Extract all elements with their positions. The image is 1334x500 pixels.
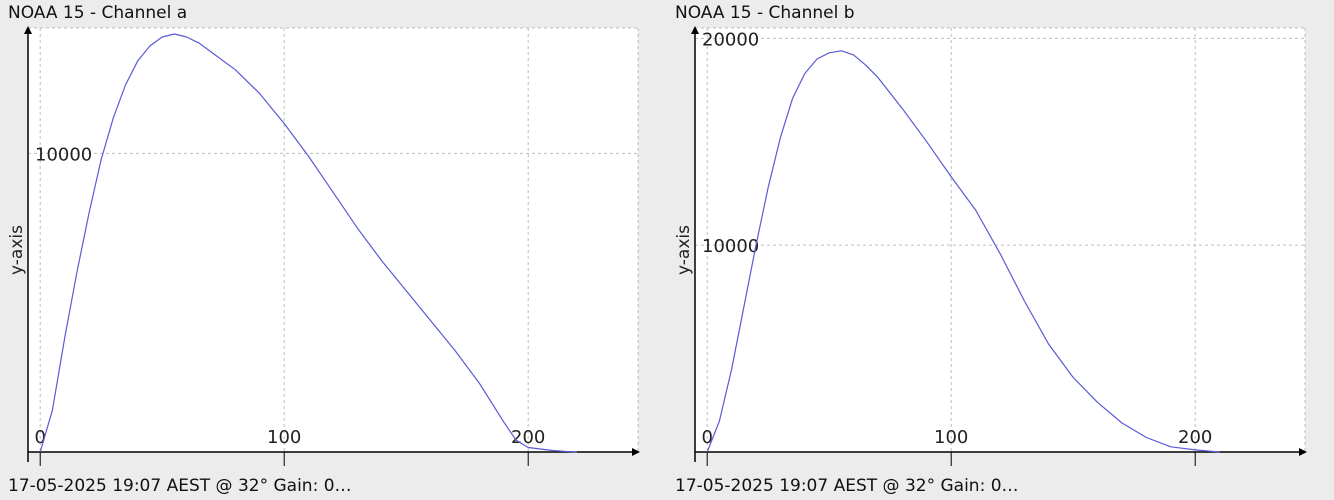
x-tick-label: 100 [934, 427, 968, 448]
channel-b-footer: 17-05-2025 19:07 AEST @ 32° Gain: 0… [675, 476, 1019, 496]
channel-b-title: NOAA 15 - Channel b [675, 3, 855, 23]
x-tick-label: 100 [267, 427, 301, 448]
channel-a-footer: 17-05-2025 19:07 AEST @ 32° Gain: 0… [8, 476, 352, 496]
x-axis-arrow [632, 448, 640, 456]
y-tick-label: 10000 [35, 144, 92, 165]
channel-a-panel: NOAA 15 - Channel a 0 100 200 10000 y-axis 1… [7, 3, 640, 496]
x-tick-label: 0 [701, 427, 712, 448]
x-axis-arrow [1299, 448, 1307, 456]
plot-area [28, 28, 638, 452]
y-tick-label: 10000 [702, 236, 759, 257]
x-tick-label: 0 [34, 427, 45, 448]
series-line [706, 50, 1220, 453]
channel-b-chart: 0 100 200 10000 20000 y-axis [674, 26, 1307, 466]
channel-b-panel: NOAA 15 - Channel b 0 100 200 10000 20000 y-a… [667, 0, 1334, 500]
y-axis-arrow [24, 26, 32, 34]
channel-a-chart: 0 100 200 10000 y-axis [7, 26, 640, 466]
plot-area [695, 28, 1305, 452]
x-tick-label: 200 [511, 427, 545, 448]
y-axis-label: y-axis [674, 225, 694, 275]
channel-a-title: NOAA 15 - Channel a [8, 3, 188, 23]
y-axis-label: y-axis [7, 225, 27, 275]
y-axis-arrow [691, 26, 699, 34]
y-tick-label: 20000 [702, 29, 759, 50]
x-tick-label: 200 [1178, 427, 1212, 448]
